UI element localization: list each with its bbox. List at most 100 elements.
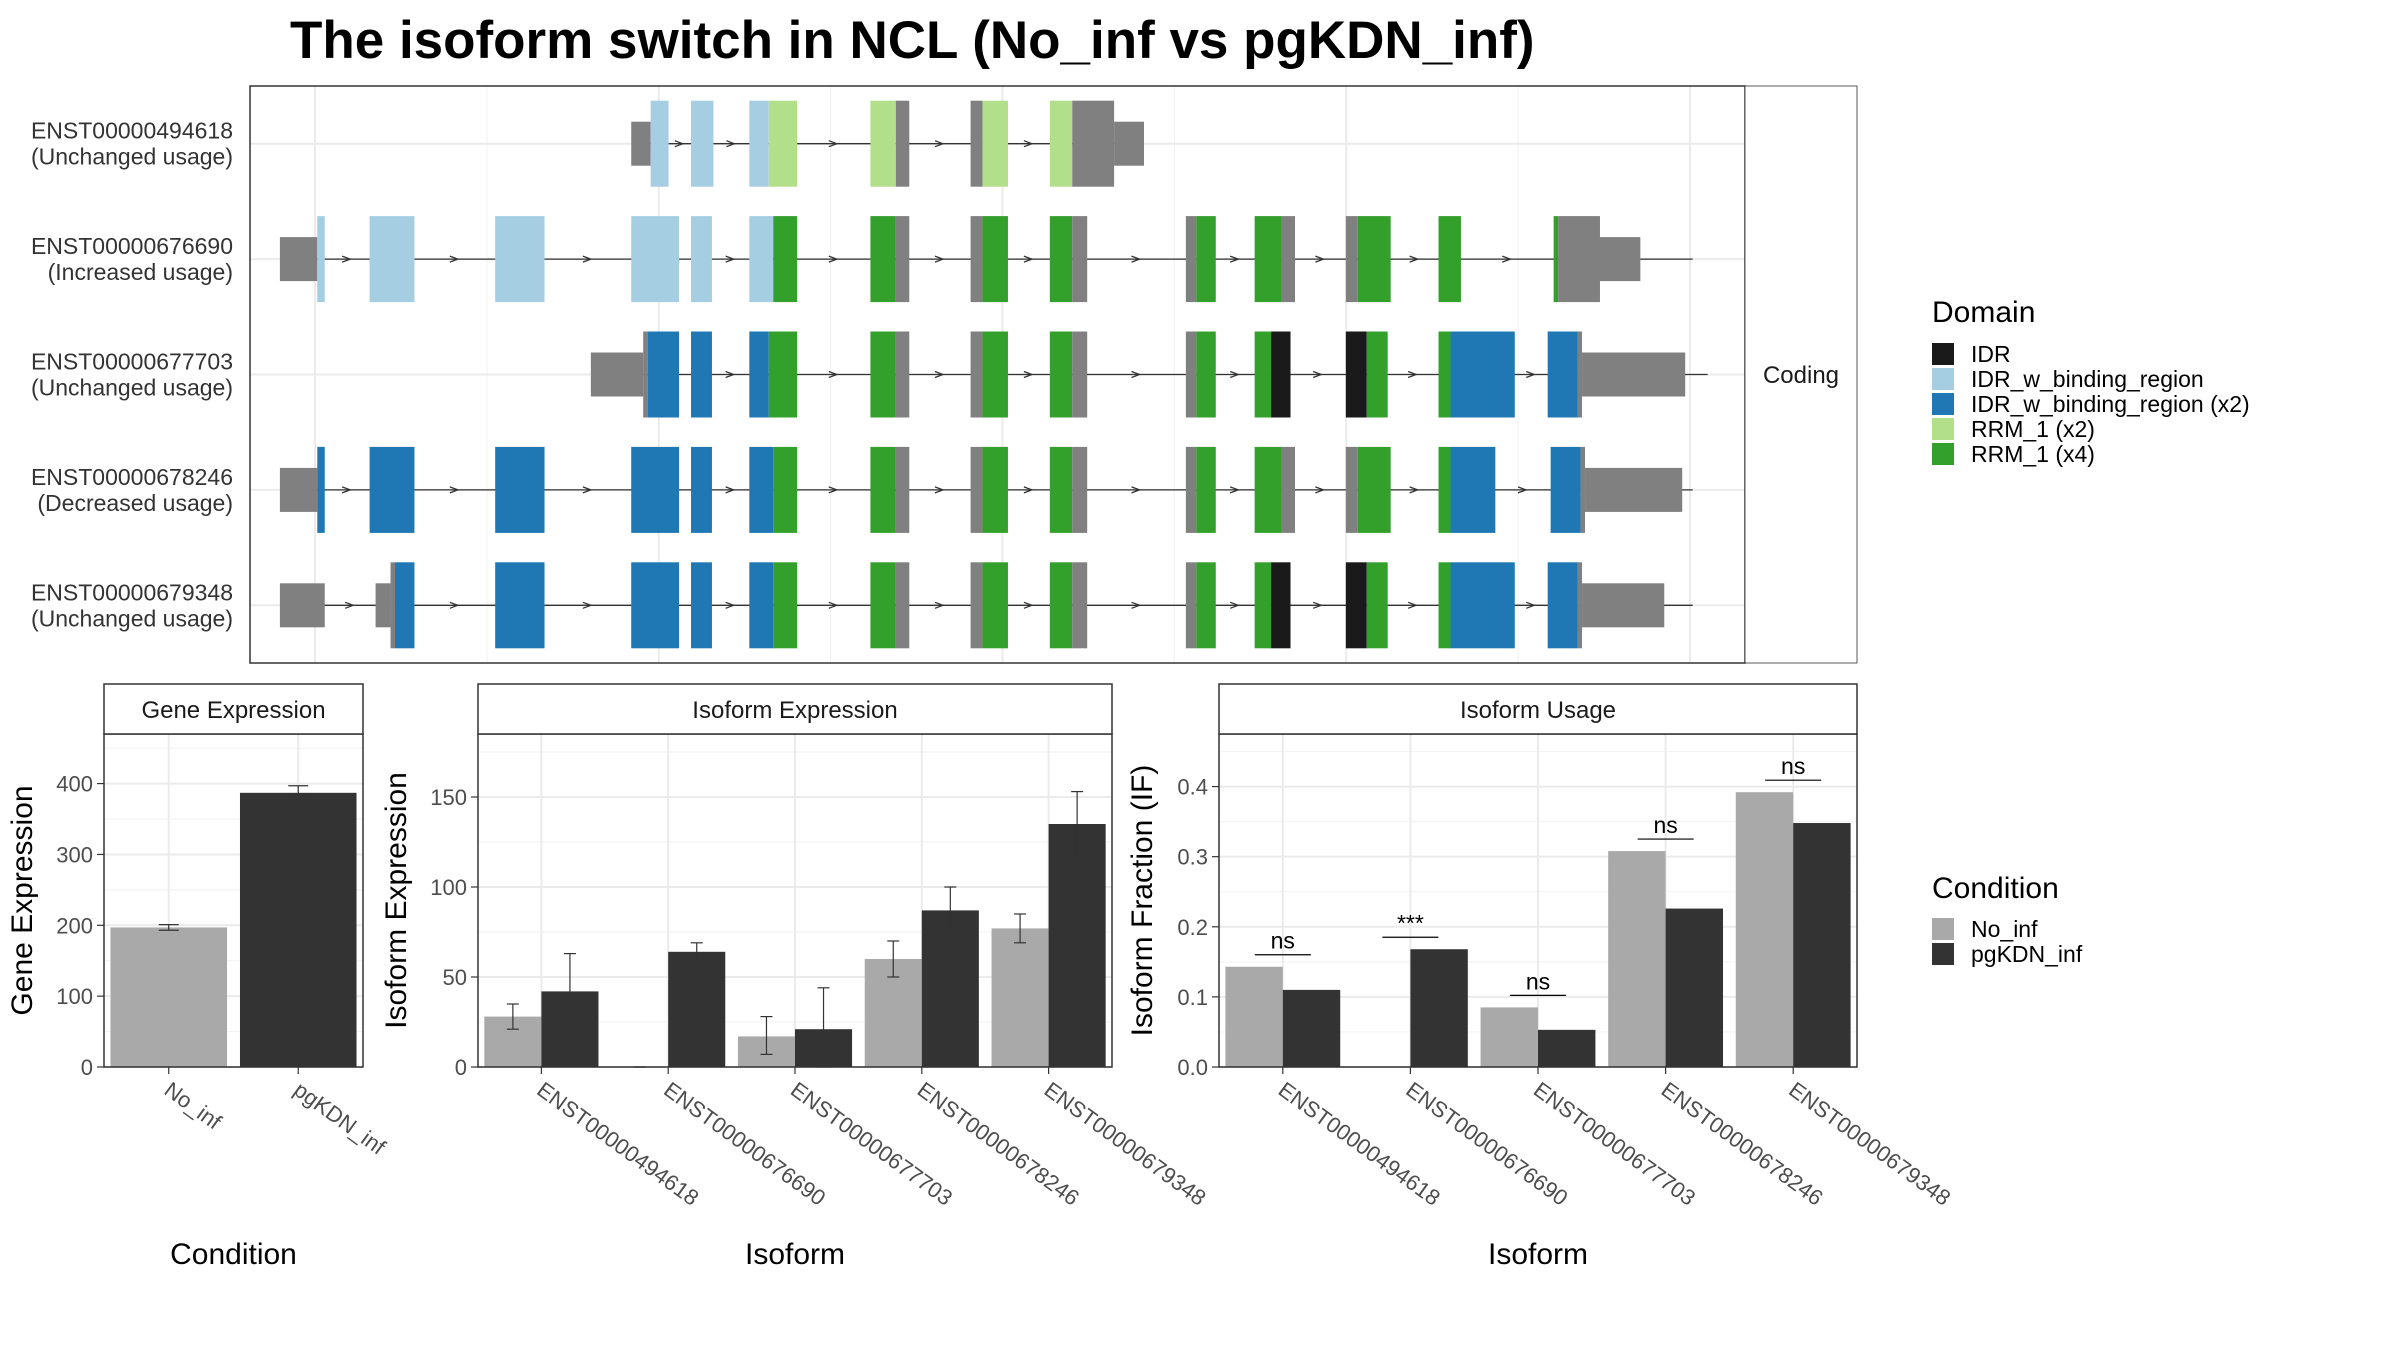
intron-arrow [449, 601, 460, 609]
bar-pgKDN_inf [1282, 989, 1341, 1067]
exon-domain [1366, 331, 1388, 418]
exon-domain [1357, 446, 1391, 533]
condition-legend-label: No_inf [1971, 916, 2038, 942]
intron-arrow [1131, 601, 1142, 609]
exon-cds [1072, 331, 1088, 418]
y-axis-title: Isoform Expression [380, 772, 413, 1029]
exon-domain [982, 216, 1008, 303]
panel-strip-label: Gene Expression [141, 697, 325, 724]
intron-arrow [828, 486, 839, 494]
y-tick-label: 0 [81, 1055, 93, 1080]
exon-domain [1196, 331, 1216, 418]
exon-cds [1345, 216, 1358, 303]
intron-arrow [1502, 255, 1513, 263]
isoform-usage-label: (Unchanged usage) [31, 144, 233, 170]
isoform-usage-panel: 0.00.10.20.30.4ns***nsnsnsENST0000049461… [1126, 683, 1955, 1271]
intron-arrow [934, 486, 945, 494]
intron-arrow [828, 370, 839, 379]
exon-domain [631, 562, 680, 649]
intron-arrow [1525, 601, 1537, 609]
exon-domain [1438, 446, 1451, 533]
intron-arrow [1407, 370, 1418, 379]
y-tick-label: 0.4 [1177, 775, 1208, 800]
intron-arrow [341, 255, 353, 263]
isoform-usage-label: (Decreased usage) [37, 490, 233, 516]
exon-domain [631, 446, 680, 533]
exon-domain [631, 216, 680, 303]
exon-utr [590, 352, 644, 397]
exon-domain [1553, 216, 1559, 303]
y-tick-label: 100 [56, 984, 93, 1009]
intron-arrow [1229, 255, 1241, 263]
facet-strip-label: Coding [1763, 362, 1839, 389]
y-tick-label: 50 [443, 965, 467, 990]
panel-strip-label: Isoform Expression [692, 697, 897, 724]
y-tick-label: 0.3 [1177, 845, 1208, 870]
bar-pgKDN_inf [1538, 1029, 1596, 1067]
exon-cds [1577, 562, 1583, 649]
intron-arrow [1229, 486, 1241, 494]
exon-domain [982, 562, 1008, 649]
exon-cds [1072, 446, 1088, 533]
isoform-expression-panel: 050100150ENST00000494618ENST00000676690E… [380, 683, 1211, 1271]
condition-legend-key [1932, 943, 1954, 965]
exon-domain [982, 100, 1008, 187]
exon-domain [1254, 446, 1282, 533]
exon-domain [1450, 331, 1515, 418]
exon-cds [970, 331, 983, 418]
exon-utr [279, 583, 325, 628]
intron-arrow [1023, 370, 1034, 379]
exon-domain [1438, 331, 1451, 418]
intron-arrow [344, 601, 356, 609]
isoform-label: ENST00000677703 [31, 349, 233, 375]
exon-utr [631, 121, 651, 166]
exon-domain [369, 216, 415, 303]
y-tick-label: 0 [455, 1055, 467, 1080]
isoform-label: ENST00000679348 [31, 579, 233, 605]
exon-domain [647, 331, 680, 418]
exon-domain [691, 331, 712, 418]
exon-domain [749, 562, 774, 649]
bar-No_inf [1225, 966, 1283, 1067]
x-tick-label: No_inf [160, 1077, 227, 1135]
isoform-label: ENST00000676690 [31, 233, 233, 259]
y-tick-label: 200 [56, 913, 93, 938]
intron-arrow [1023, 601, 1034, 609]
exon-cds [1345, 446, 1358, 533]
exon-domain [1357, 216, 1391, 303]
intron-arrow [1229, 370, 1241, 379]
y-tick-label: 150 [430, 785, 467, 810]
exon-cds [1580, 446, 1586, 533]
domain-legend-label: IDR_w_binding_region [1971, 366, 2204, 392]
exon-utr [279, 237, 318, 282]
significance-label: ns [1653, 812, 1677, 838]
intron-arrow [449, 255, 460, 263]
exon-domain [495, 562, 545, 649]
intron-arrow [934, 370, 945, 379]
exon-domain [317, 216, 325, 303]
condition-legend-title: Condition [1932, 872, 2059, 905]
intron-arrow [1229, 601, 1241, 609]
exon-domain [870, 562, 896, 649]
exon-domain [395, 562, 415, 649]
exon-domain [1438, 562, 1451, 649]
exon-domain [1271, 331, 1291, 418]
y-tick-label: 400 [56, 772, 93, 797]
y-tick-label: 0.2 [1177, 915, 1208, 940]
exon-domain [1450, 562, 1515, 649]
condition-legend-label: pgKDN_inf [1971, 941, 2083, 967]
exon-domain [982, 446, 1008, 533]
exon-domain [1049, 331, 1073, 418]
exon-domain [317, 446, 325, 533]
domain-legend-title: Domain [1932, 296, 2035, 329]
exon-cds [895, 331, 910, 418]
exon-domain [1049, 100, 1073, 187]
exon-domain [982, 331, 1008, 418]
intron-arrow [828, 601, 839, 609]
domain-legend: Domain IDRIDR_w_binding_regionIDR_w_bindi… [1932, 296, 2250, 467]
intron-arrow [449, 486, 460, 494]
exon-utr [375, 583, 391, 628]
bar-No_inf [1480, 1007, 1538, 1067]
